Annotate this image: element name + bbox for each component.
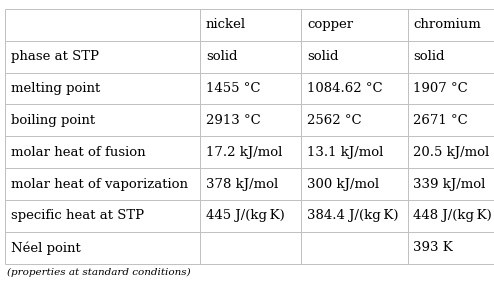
Text: 17.2 kJ/mol: 17.2 kJ/mol xyxy=(206,146,283,159)
Text: 393 K: 393 K xyxy=(413,241,453,254)
Text: solid: solid xyxy=(307,50,339,63)
Text: (properties at standard conditions): (properties at standard conditions) xyxy=(7,268,191,277)
Text: melting point: melting point xyxy=(11,82,100,95)
Text: 2671 °C: 2671 °C xyxy=(413,114,468,127)
Text: 13.1 kJ/mol: 13.1 kJ/mol xyxy=(307,146,384,159)
Text: phase at STP: phase at STP xyxy=(11,50,99,63)
Text: copper: copper xyxy=(307,18,353,31)
Text: 2913 °C: 2913 °C xyxy=(206,114,261,127)
Text: specific heat at STP: specific heat at STP xyxy=(11,209,144,222)
Text: 384.4 J/(kg K): 384.4 J/(kg K) xyxy=(307,209,399,222)
Text: solid: solid xyxy=(413,50,445,63)
Text: 2562 °C: 2562 °C xyxy=(307,114,362,127)
Text: 339 kJ/mol: 339 kJ/mol xyxy=(413,178,486,190)
Text: 300 kJ/mol: 300 kJ/mol xyxy=(307,178,379,190)
Text: 445 J/(kg K): 445 J/(kg K) xyxy=(206,209,285,222)
Text: boiling point: boiling point xyxy=(11,114,95,127)
Text: 378 kJ/mol: 378 kJ/mol xyxy=(206,178,278,190)
Text: 1907 °C: 1907 °C xyxy=(413,82,468,95)
Text: chromium: chromium xyxy=(413,18,481,31)
Text: nickel: nickel xyxy=(206,18,246,31)
Text: 448 J/(kg K): 448 J/(kg K) xyxy=(413,209,492,222)
Text: 1084.62 °C: 1084.62 °C xyxy=(307,82,383,95)
Text: solid: solid xyxy=(206,50,238,63)
Text: molar heat of vaporization: molar heat of vaporization xyxy=(11,178,188,190)
Text: molar heat of fusion: molar heat of fusion xyxy=(11,146,146,159)
Text: 20.5 kJ/mol: 20.5 kJ/mol xyxy=(413,146,490,159)
Text: Néel point: Néel point xyxy=(11,241,81,255)
Text: 1455 °C: 1455 °C xyxy=(206,82,260,95)
